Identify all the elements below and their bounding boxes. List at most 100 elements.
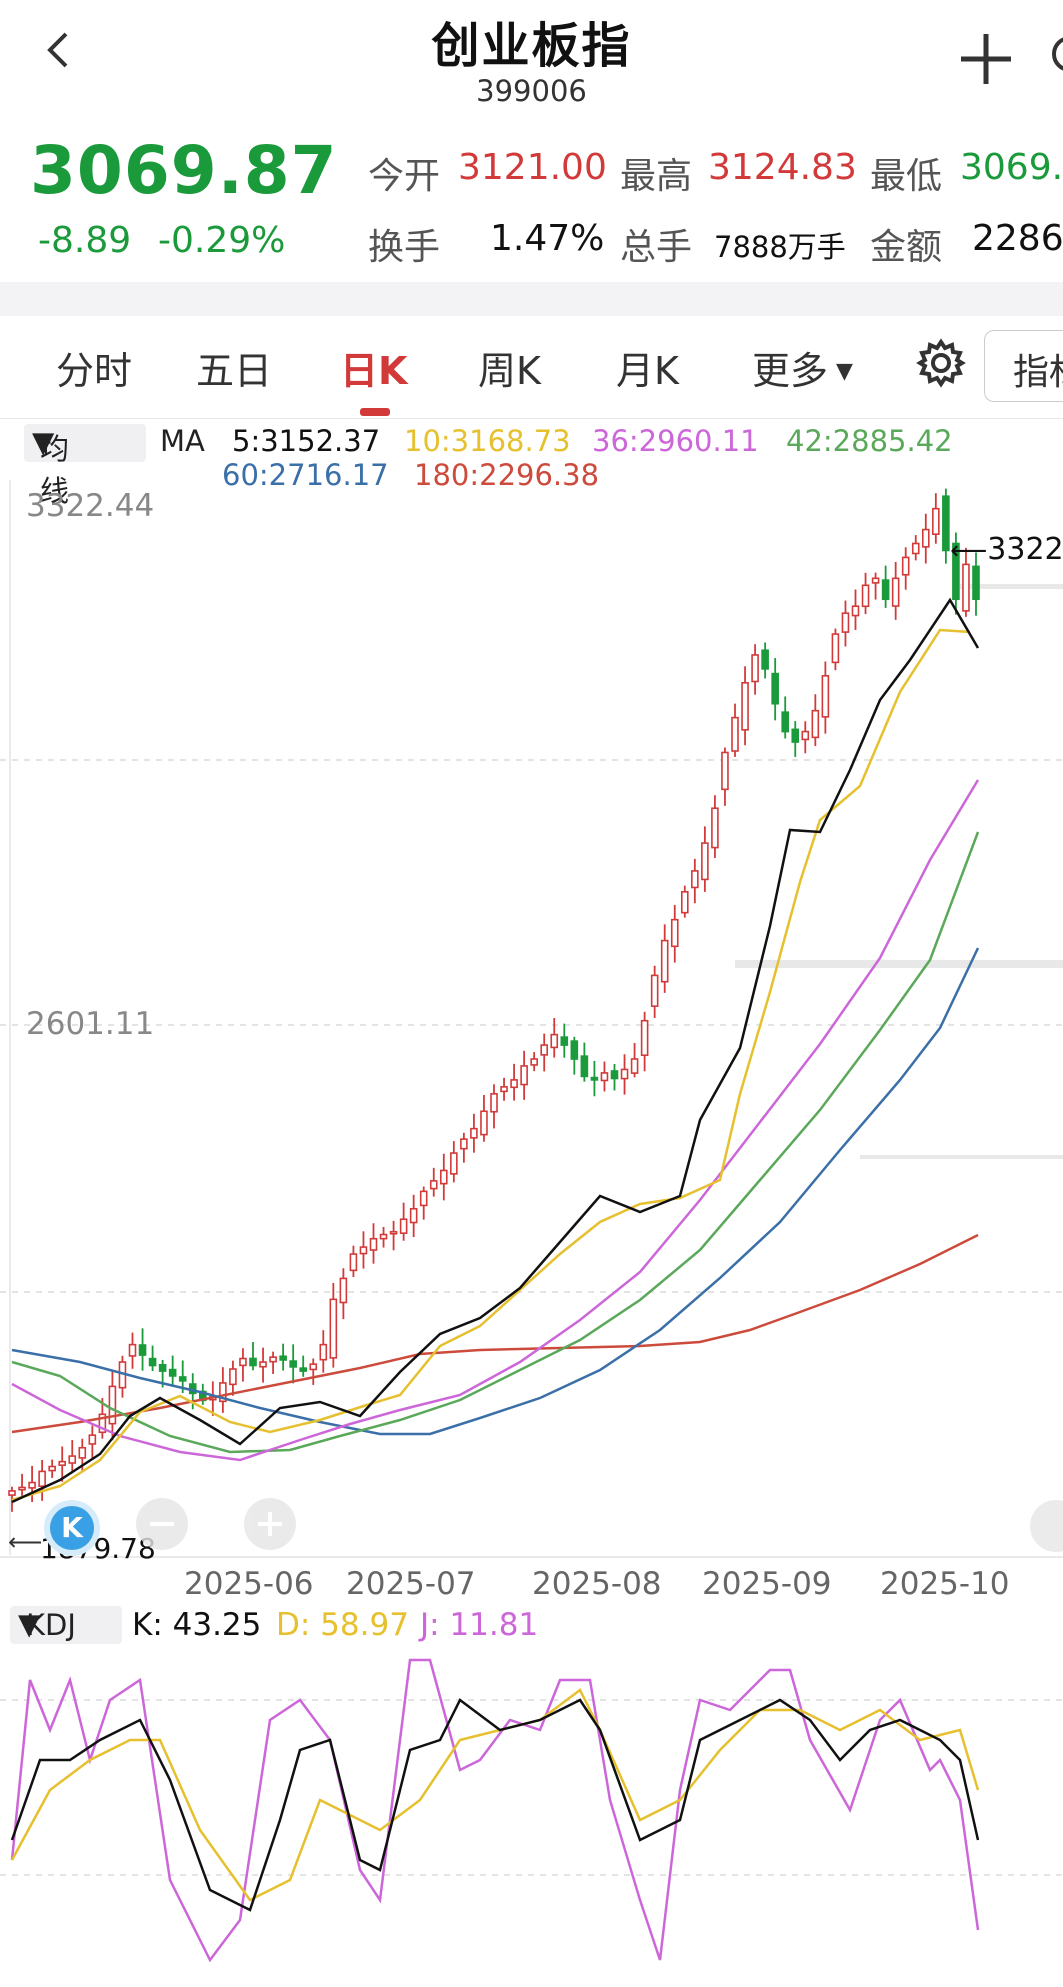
candle-body — [550, 1033, 559, 1049]
kline-chart[interactable] — [0, 420, 1063, 1987]
candle-body — [540, 1044, 549, 1056]
dropdown-triangle-icon: ▼ — [836, 359, 853, 384]
price-level-band — [735, 960, 1063, 968]
candle-body — [650, 974, 659, 1007]
low-label: 最低 — [870, 156, 943, 197]
candle-body — [229, 1368, 237, 1386]
candle-body — [480, 1110, 488, 1136]
candle-body — [168, 1368, 177, 1377]
candle-body — [701, 842, 709, 881]
candle-body — [891, 577, 900, 607]
candle-body — [851, 605, 860, 617]
candle-body — [48, 1465, 56, 1472]
candle-body — [319, 1343, 328, 1361]
candle-body — [741, 682, 749, 731]
zoom-in-button[interactable] — [244, 1498, 296, 1550]
candle-body — [78, 1446, 87, 1459]
candle-body — [349, 1253, 358, 1272]
candle-body — [952, 542, 960, 601]
gear-icon[interactable] — [916, 338, 966, 388]
ma180-line — [11, 1233, 979, 1434]
candle-body — [98, 1413, 107, 1434]
kdj-toggle-label: KDJ ▼ — [18, 1607, 76, 1642]
kdj-toggle[interactable]: KDJ ▼ — [10, 1606, 122, 1644]
add-watchlist-icon[interactable] — [955, 28, 1017, 90]
kdj-k-line — [10, 1698, 980, 1912]
candle-body — [38, 1470, 46, 1487]
indicator-button-label: 指标 — [1013, 352, 1063, 393]
candle-body — [429, 1180, 438, 1190]
arrow-left-icon: ⟵ — [950, 536, 988, 566]
ma-toggle-text: 均线 — [40, 432, 70, 508]
candle-body — [28, 1481, 36, 1489]
back-arrow-icon[interactable] — [38, 30, 78, 70]
arrow-left-icon: ⟵ — [8, 1528, 43, 1556]
candle-body — [419, 1190, 428, 1207]
candle-body — [439, 1169, 448, 1185]
candle-body — [721, 751, 729, 791]
kdj-j-line — [10, 1658, 980, 1963]
zoom-out-button[interactable] — [136, 1498, 188, 1550]
candle-body — [871, 577, 880, 584]
candle-body — [560, 1036, 569, 1046]
tab-month-k[interactable]: 月K — [616, 349, 679, 393]
candle-body — [861, 584, 870, 608]
candle-body — [610, 1070, 619, 1080]
ma5-value: 5:3152.37 — [232, 424, 381, 458]
ma-toggle[interactable]: 均线 ▼ — [24, 424, 146, 508]
candle-body — [158, 1364, 167, 1372]
candle-body — [219, 1382, 227, 1403]
ma36-value: 36:2960.11 — [592, 424, 759, 458]
candle-body — [299, 1367, 308, 1372]
candle-body — [520, 1065, 528, 1086]
candle-body — [510, 1079, 518, 1089]
candle-body — [841, 612, 850, 633]
candle-body — [58, 1460, 67, 1466]
volume-value: 7888万手 — [714, 230, 846, 264]
k-logo-button[interactable]: K — [44, 1500, 100, 1556]
candle-body — [660, 939, 669, 983]
candle-body — [389, 1230, 398, 1235]
kdj-k-value: K: 43.25 — [132, 1607, 262, 1643]
candle-body — [460, 1138, 468, 1150]
ma5-line — [11, 597, 980, 1504]
tab-week-k[interactable]: 周K — [478, 349, 541, 393]
volume-label: 总手 — [620, 227, 693, 268]
tab-day-k[interactable]: 日K — [340, 349, 408, 393]
candle-body — [329, 1298, 338, 1359]
ma-prefix: MA — [160, 424, 205, 458]
ma180-value: 180:2296.38 — [414, 458, 600, 492]
candle-body — [640, 1019, 649, 1057]
candle-body — [751, 654, 759, 683]
candle-body — [450, 1152, 458, 1175]
grid-lines — [0, 759, 1063, 1293]
turnover-value: 1.47% — [490, 218, 605, 259]
candle-body — [8, 1490, 16, 1496]
indicator-button[interactable]: 指标 — [984, 330, 1063, 402]
current-price: 3069.87 — [30, 132, 338, 209]
candle-body — [148, 1357, 157, 1367]
candle-body — [138, 1344, 147, 1356]
tab-timeshare[interactable]: 分时 — [56, 349, 133, 393]
candle-body — [88, 1434, 97, 1445]
index-code: 399006 — [476, 74, 587, 108]
candle-body — [680, 891, 689, 914]
tabs-divider — [0, 418, 1063, 419]
candle-body — [590, 1076, 599, 1081]
candle-body — [771, 672, 779, 705]
max-price-marker-value: 3322 — [987, 532, 1063, 567]
candle-body — [921, 528, 930, 548]
price-change-pct: -0.29% — [158, 220, 286, 261]
high-label: 最高 — [620, 156, 693, 197]
date-label: 2025-10 — [880, 1566, 1010, 1602]
date-label: 2025-06 — [184, 1566, 314, 1602]
tab-five-day[interactable]: 五日 — [196, 349, 273, 393]
candle-body — [731, 716, 739, 752]
tab-more[interactable]: 更多 ▼ — [752, 340, 853, 395]
search-icon[interactable] — [1048, 26, 1063, 86]
active-tab-indicator — [360, 408, 390, 416]
candle-body — [309, 1363, 318, 1371]
candle-body — [339, 1277, 348, 1304]
candle-body — [831, 633, 840, 664]
candle-body — [620, 1068, 629, 1080]
